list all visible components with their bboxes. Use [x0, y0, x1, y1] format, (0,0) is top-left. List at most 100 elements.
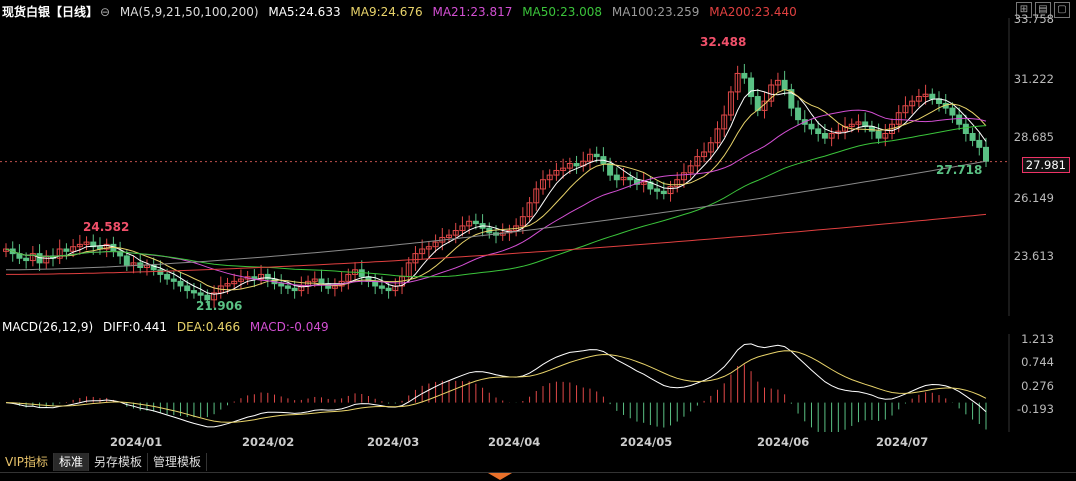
ma21-value: MA21:23.817: [432, 5, 513, 19]
candle-body: [553, 169, 560, 176]
ma9-value: MA9:24.676: [350, 5, 423, 19]
candle-body: [848, 123, 855, 128]
candle-body: [533, 188, 540, 204]
high-annotation: 32.488: [700, 35, 747, 49]
tab-standard[interactable]: 标准: [54, 453, 90, 471]
ma5-value: MA5:24.633: [268, 5, 341, 19]
candle-body: [452, 230, 459, 236]
candle-body: [63, 248, 70, 252]
tab-manage-templates[interactable]: 管理模板: [148, 453, 208, 471]
candle-body: [197, 292, 204, 296]
crosshair-icon[interactable]: ⊞: [1016, 2, 1032, 18]
candle-body: [640, 181, 647, 185]
candle-body: [231, 280, 238, 285]
candle-body: [727, 91, 734, 116]
candle-body: [432, 241, 439, 248]
ma-params: MA(5,9,21,50,100,200): [119, 5, 259, 19]
candle-body: [519, 216, 526, 227]
candle-body: [895, 112, 902, 125]
chart-title: 现货白银【日线】: [2, 5, 99, 19]
candle-body: [821, 133, 828, 139]
candle-body: [56, 248, 63, 259]
candle-body: [284, 285, 291, 289]
candle-body: [902, 105, 909, 114]
candle-body: [828, 133, 835, 139]
date-label: 2024/07: [876, 435, 929, 449]
candle-body: [466, 220, 473, 227]
candle-body: [915, 96, 922, 102]
macd-legend: MACD(26,12,9) DIFF:0.441 DEA:0.466 MACD:…: [2, 320, 335, 334]
ma9-line: [5, 89, 987, 291]
candle-body: [566, 163, 573, 169]
candle-body: [539, 179, 546, 190]
candle-body: [224, 283, 231, 287]
candle-body: [788, 89, 795, 109]
macd-name: MACD(26,12,9): [2, 320, 94, 334]
ma5-line: [5, 89, 987, 295]
candle-body: [150, 264, 157, 271]
candle-body: [311, 278, 318, 282]
candle-body: [425, 246, 432, 250]
tab-vip-indicator[interactable]: VIP指标: [0, 453, 54, 471]
tab-save-template[interactable]: 另存模板: [89, 453, 149, 471]
candle-body: [808, 123, 815, 130]
candle-body: [177, 280, 184, 287]
macd-chart[interactable]: [0, 334, 1010, 432]
collapse-handle-icon[interactable]: [488, 473, 512, 481]
candle-body: [620, 176, 627, 181]
date-label: 2024/02: [242, 435, 295, 449]
low-annotation: 21.906: [196, 299, 243, 313]
macd-value: MACD:-0.049: [249, 320, 329, 334]
candle-body: [170, 278, 177, 282]
candle-body: [714, 128, 721, 144]
candle-body: [573, 163, 580, 167]
candle-body: [882, 133, 889, 139]
price-legend: 现货白银【日线】 ⊖ MA(5,9,21,50,100,200) MA5:24.6…: [2, 3, 803, 20]
ma200-value: MA200:23.440: [709, 5, 797, 19]
candle-body: [667, 186, 674, 195]
candle-body: [721, 114, 728, 130]
candle-body: [674, 179, 681, 188]
candle-body: [76, 243, 83, 248]
candle-body: [358, 269, 365, 278]
candle-body: [345, 273, 352, 282]
date-label: 2024/04: [488, 435, 541, 449]
candle-body: [258, 273, 265, 280]
candle-body: [593, 153, 600, 158]
candle-body: [472, 220, 479, 225]
candle-body: [922, 93, 929, 98]
candle-body: [211, 292, 218, 301]
candle-body: [237, 278, 244, 282]
template-tabs: VIP指标 标准 另存模板 管理模板: [0, 453, 208, 471]
candle-body: [976, 139, 983, 148]
candle-body: [734, 72, 741, 93]
candle-body: [707, 142, 714, 153]
candle-body: [748, 77, 755, 98]
candle-body: [70, 246, 77, 252]
candle-body: [868, 126, 875, 132]
symbol-toggle-icon[interactable]: ⊖: [100, 5, 111, 19]
candle-body: [164, 273, 171, 280]
split-view-icon[interactable]: ▤: [1035, 2, 1051, 18]
macd-tick-4: -0.193: [1016, 402, 1054, 416]
candlestick-chart[interactable]: [0, 18, 1010, 316]
candle-body: [244, 276, 251, 280]
candle-body: [607, 163, 614, 176]
candle-body: [298, 285, 305, 292]
recent-low-annotation: 27.718: [936, 163, 983, 177]
candle-body: [613, 174, 620, 181]
candle-body: [956, 114, 963, 125]
candle-body: [83, 241, 90, 245]
price-tick-3: 28.685: [1013, 130, 1054, 144]
macd-tick-3: 0.276: [1021, 379, 1054, 393]
candle-body: [325, 283, 332, 289]
maximize-icon[interactable]: ▢: [1054, 2, 1070, 18]
candle-body: [654, 188, 661, 192]
candle-body: [627, 176, 634, 181]
candle-body: [701, 151, 708, 158]
macd-diff: DIFF:0.441: [102, 320, 168, 334]
candle-body: [190, 290, 197, 294]
price-tick-2: 31.222: [1013, 72, 1054, 86]
candle-body: [23, 257, 30, 262]
candle-body: [419, 248, 426, 255]
